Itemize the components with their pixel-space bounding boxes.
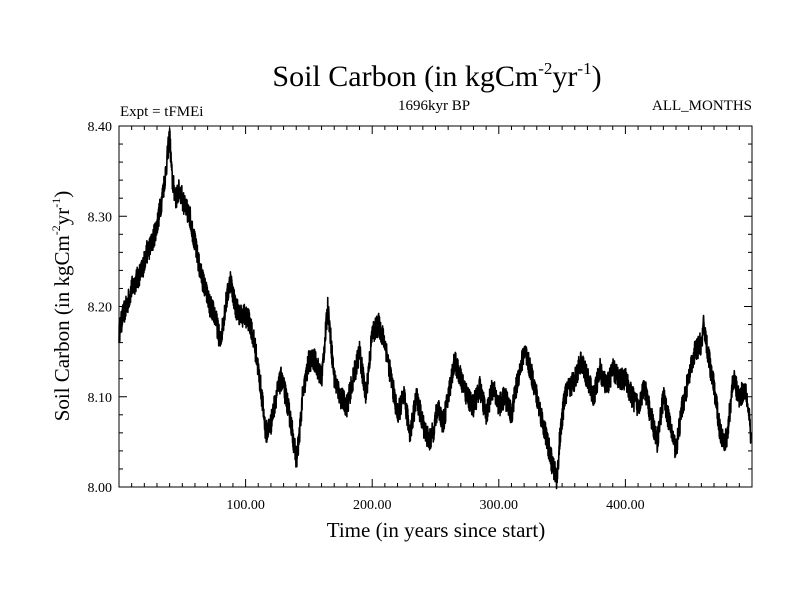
y-tick-label: 8.10 (88, 391, 113, 406)
y-tick-label: 8.40 (88, 120, 113, 135)
y-tick-label: 8.00 (88, 481, 113, 496)
series-group (118, 128, 752, 490)
x-tick-label: 300.00 (480, 498, 519, 513)
months-label: ALL_MONTHS (652, 98, 752, 114)
y-tick-label: 8.20 (88, 301, 113, 316)
x-tick-label: 400.00 (606, 498, 645, 513)
experiment-label: Expt = tFMEi (120, 104, 203, 120)
time-period-label: 1696kyr BP (398, 98, 470, 114)
y-axis-title: Soil Carbon (in kgCm-2yr-1) (49, 191, 74, 422)
x-tick-label: 100.00 (226, 498, 265, 513)
x-axis-title: Time (in years since start) (327, 518, 546, 542)
x-axis: 100.00 200.00 300.00 400.00 (131, 126, 740, 513)
x-tick-label: 200.00 (353, 498, 392, 513)
y-axis: 8.00 8.10 8.20 8.30 8.40 (88, 120, 752, 496)
y-tick-label: 8.30 (88, 210, 113, 225)
chart-title: Soil Carbon (in kgCm-2yr-1) (272, 59, 601, 93)
soil-carbon-series-line (118, 128, 752, 490)
